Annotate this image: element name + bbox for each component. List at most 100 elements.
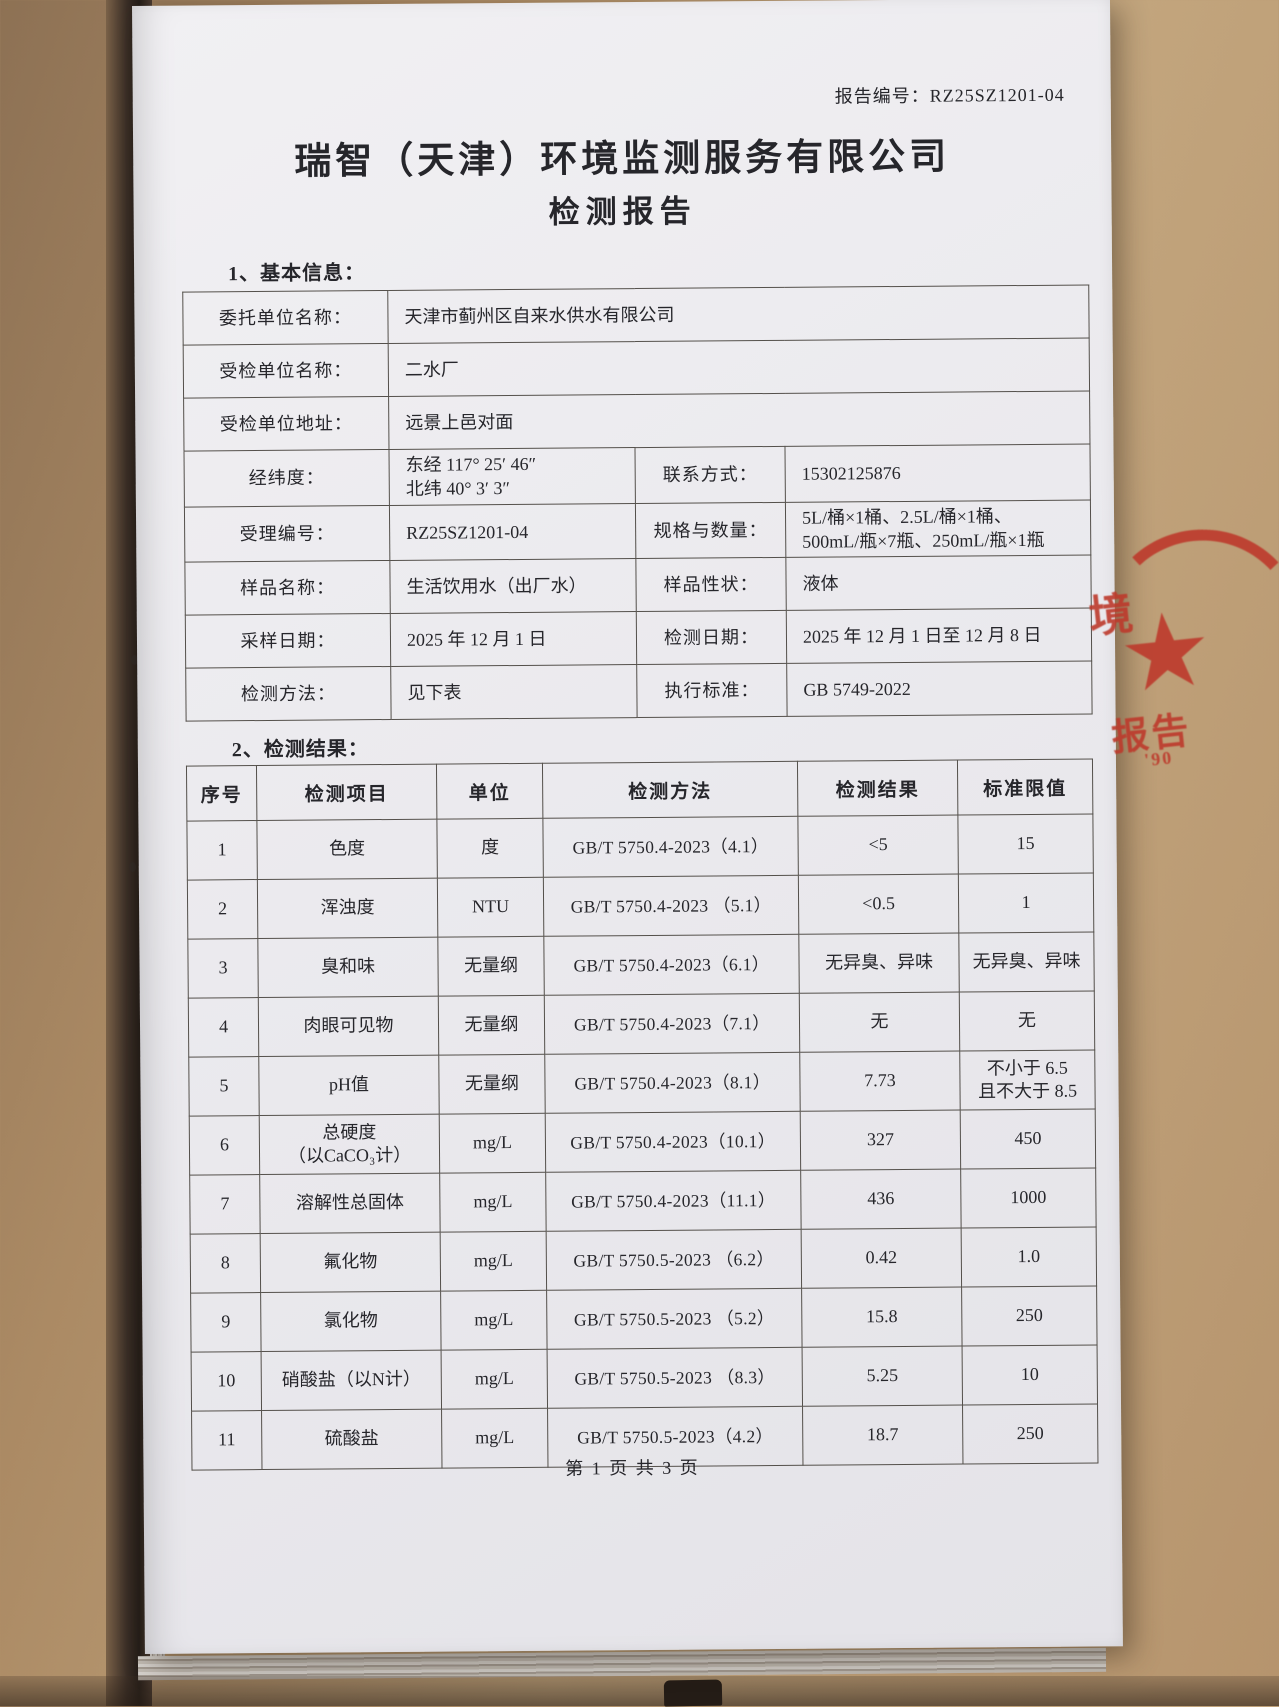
results-cell-limit: 1.0 [961, 1226, 1097, 1288]
results-cell-result: 327 [800, 1110, 961, 1171]
results-cell-result: <0.5 [798, 874, 959, 935]
results-cell-no: 3 [187, 938, 259, 999]
results-cell-limit: 15 [957, 813, 1094, 875]
basic-info-label: 联系方式： [634, 446, 786, 504]
basic-info-label: 受检单位地址： [183, 396, 389, 452]
page-edge-mark [131, 655, 138, 665]
basic-info-label: 执行标准： [636, 663, 788, 718]
results-row: 8 氟化物 mg/L GB/T 5750.5-2023 （6.2） 0.42 1.0 [190, 1226, 1097, 1294]
results-cell-result: 0.42 [801, 1228, 962, 1289]
results-cell-item: 氯化物 [260, 1291, 442, 1352]
results-cell-item: 色度 [256, 819, 438, 880]
results-header-cell: 检测项目 [256, 764, 437, 821]
basic-info-label: 检测日期： [636, 610, 787, 665]
basic-info-value: 2025 年 12 月 1 日至 12 月 8 日 [786, 608, 1092, 664]
stamp-digits: '90 [1143, 747, 1175, 771]
results-cell-unit: mg/L [440, 1231, 547, 1292]
results-cell-limit: 1 [958, 872, 1094, 934]
results-cell-item: 总硬度 （以CaCO₃计） [259, 1114, 440, 1175]
basic-info-label: 受理编号： [184, 505, 390, 563]
results-header-cell: 序号 [186, 765, 257, 822]
basic-info-value: 2025 年 12 月 1 日 [390, 611, 637, 667]
results-table: 序号 检测项目 单位 检测方法 检测结果 标准限值 1 色度度 GB/T 5750.4-202… [186, 758, 1099, 1471]
results-row: 5 pH值 无量纲 GB/T 5750.4-2023（8.1） 7.73 不小于 6.5 … [188, 1049, 1096, 1117]
results-cell-result: 15.8 [801, 1287, 963, 1348]
results-cell-unit: mg/L [441, 1349, 548, 1410]
report-number: 报告编号：RZ25SZ1201-04 [835, 81, 1065, 109]
basic-info-row: 样品名称： 生活饮用水（出厂水） 样品性状： 液体 [184, 555, 1092, 616]
results-row: 6 总硬度 （以CaCO₃计） mg/L GB/T 5750.4-2023（10.1）… [189, 1108, 1096, 1176]
results-cell-unit: 度 [436, 818, 544, 879]
basic-info-row: 委托单位名称： 天津市蓟州区自来水供水有限公司 [182, 284, 1090, 346]
basic-info-value: 见下表 [390, 664, 638, 720]
red-official-stamp: 境 ★ 报告 '90 [1069, 522, 1279, 797]
results-cell-result: 5.25 [802, 1346, 963, 1407]
results-row: 7 溶解性总固体 mg/L GB/T 5750.4-2023（11.1） 436 1000 [189, 1167, 1097, 1235]
results-cell-result: 无 [799, 992, 960, 1053]
results-cell-method: GB/T 5750.5-2023 （5.2） [546, 1288, 803, 1350]
basic-info-label: 委托单位名称： [182, 290, 389, 346]
basic-info-table: 委托单位名称： 天津市蓟州区自来水供水有限公司 受检单位名称： 二水厂 受检单位地址：远… [182, 284, 1093, 722]
results-cell-unit: 无量纲 [438, 995, 545, 1056]
results-cell-limit: 450 [960, 1108, 1096, 1170]
results-cell-method: GB/T 5750.4-2023（8.1） [544, 1052, 801, 1114]
star-icon: ★ [1112, 585, 1219, 718]
basic-info-label: 样品性状： [635, 557, 787, 612]
report-number-label: 报告编号： [834, 85, 930, 107]
basic-info-value: 5L/桶×1桶、2.5L/桶×1桶、 500mL/瓶×7瓶、250mL/瓶×1瓶 [785, 499, 1091, 558]
bottom-shadow [0, 1676, 1279, 1706]
results-row: 10 硝酸盐（以N计） mg/L GB/T 5750.5-2023 （8.3） 5.25… [191, 1344, 1098, 1412]
results-cell-no: 1 [186, 820, 258, 881]
results-row: 9 氯化物 mg/L GB/T 5750.5-2023 （5.2） 15.8 250 [190, 1285, 1098, 1353]
results-cell-no: 4 [188, 997, 259, 1058]
basic-info-label: 受检单位名称： [183, 343, 389, 399]
section-basic-info-title: 1、基本信息： [228, 262, 366, 286]
company-title: 瑞智（天津）环境监测服务有限公司 [294, 136, 951, 183]
results-row: 3 臭和味 无量纲 GB/T 5750.4-2023（6.1） 无异臭、异味 无异臭、异味 [187, 931, 1095, 999]
results-cell-result: <5 [797, 815, 959, 876]
basic-info-value: 东经 117° 25′ 46″ 北纬 40° 3′ 3″ [388, 447, 636, 506]
basic-info-row: 受检单位名称： 二水厂 [183, 337, 1090, 399]
results-row: 1 色度度 GB/T 5750.4-2023（4.1） <5 15 [186, 813, 1094, 881]
results-header-cell: 单位 [436, 763, 543, 820]
results-cell-unit: mg/L [439, 1172, 547, 1233]
results-cell-item: 氟化物 [260, 1232, 441, 1293]
results-header-row: 序号 检测项目 单位 检测方法 检测结果 标准限值 [186, 758, 1093, 822]
results-cell-no: 6 [189, 1115, 260, 1176]
basic-info-label: 采样日期： [185, 613, 391, 669]
results-cell-method: GB/T 5750.5-2023 （6.2） [546, 1229, 802, 1291]
results-cell-limit: 无异臭、异味 [958, 931, 1095, 993]
results-cell-result: 7.73 [799, 1051, 961, 1112]
results-cell-limit: 10 [962, 1344, 1098, 1406]
report-page: 报告编号：RZ25SZ1201-04 瑞智（天津）环境监测服务有限公司 检测报告… [132, 0, 1123, 1654]
results-cell-result: 无异臭、异味 [798, 933, 960, 994]
results-cell-result: 436 [800, 1169, 962, 1230]
results-cell-item: pH值 [258, 1055, 440, 1116]
results-header-cell: 检测方法 [542, 761, 798, 819]
results-cell-unit: NTU [437, 877, 544, 938]
basic-info-value: 远景上邑对面 [388, 390, 1090, 450]
basic-info-value: 15302125876 [784, 443, 1091, 502]
results-cell-method: GB/T 5750.4-2023（6.1） [543, 934, 800, 996]
results-header-cell: 检测结果 [797, 760, 958, 817]
results-cell-no: 7 [189, 1174, 261, 1235]
report-number-value: RZ25SZ1201-04 [929, 84, 1065, 106]
basic-info-row: 受检单位地址： 远景上邑对面 [183, 390, 1090, 452]
results-cell-unit: mg/L [440, 1290, 548, 1351]
results-cell-no: 9 [190, 1292, 262, 1353]
results-cell-no: 10 [191, 1351, 262, 1412]
basic-info-label: 规格与数量： [635, 501, 786, 559]
binder-notch [663, 1679, 723, 1707]
results-cell-unit: 无量纲 [437, 936, 545, 997]
section-results-title: 2、检测结果： [231, 738, 369, 762]
results-cell-limit: 1000 [960, 1167, 1097, 1229]
results-cell-limit: 250 [961, 1285, 1098, 1347]
basic-info-value: 天津市蓟州区自来水供水有限公司 [387, 284, 1090, 344]
basic-info-label: 样品名称： [184, 560, 391, 616]
results-cell-method: GB/T 5750.4-2023（10.1） [545, 1111, 801, 1173]
basic-info-value: RZ25SZ1201-04 [389, 503, 636, 561]
results-cell-item: 硝酸盐（以N计） [261, 1350, 442, 1411]
basic-info-value: 液体 [785, 555, 1092, 611]
basic-info-value: 生活饮用水（出厂水） [389, 558, 637, 614]
basic-info-label: 检测方法： [185, 666, 392, 722]
